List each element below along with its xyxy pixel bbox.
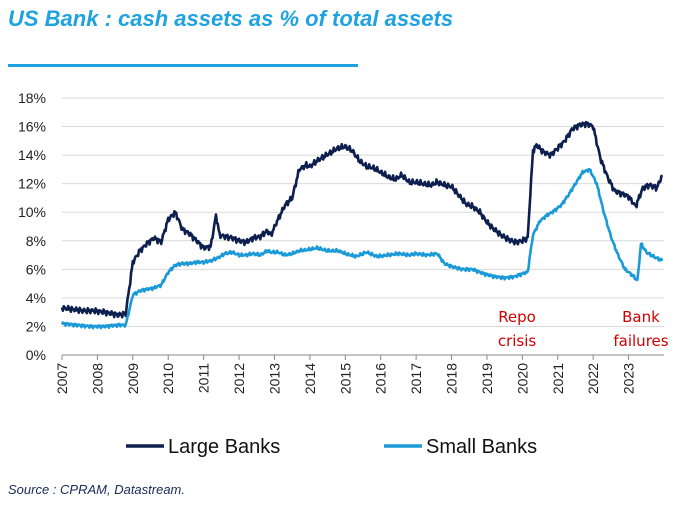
annotations: Repo crisis Bank failures	[498, 308, 669, 350]
y-tick-label: 12%	[18, 176, 46, 192]
x-axis-ticks: 2007 2008 2009 2010 2011 2012 2013 2014 2015 2016…	[54, 355, 637, 394]
x-tick-label: 2020	[514, 363, 530, 394]
x-tick-label: 2015	[337, 363, 353, 394]
x-tick-label: 2012	[231, 363, 247, 394]
x-tick-label: 2017	[408, 363, 424, 394]
source-note: Source : CPRAM, Datastream.	[8, 482, 185, 497]
x-tick-label: 2022	[585, 363, 601, 394]
y-tick-label: 0%	[26, 347, 46, 363]
series-lines	[60, 120, 664, 330]
title-underline	[8, 64, 358, 67]
annotation-label: failures	[613, 332, 668, 350]
annotation-label: crisis	[498, 332, 537, 350]
x-tick-label: 2011	[196, 363, 212, 393]
series-line-large-banks	[60, 120, 664, 319]
annotation-label: Repo	[498, 308, 536, 326]
y-tick-label: 4%	[26, 290, 46, 306]
y-tick-label: 2%	[26, 318, 46, 334]
y-tick-label: 16%	[18, 119, 46, 135]
annotation-label: Bank	[622, 308, 660, 326]
y-tick-label: 18%	[18, 90, 46, 106]
legend-label: Small Banks	[426, 436, 537, 458]
y-tick-label: 10%	[18, 204, 46, 220]
x-tick-label: 2014	[302, 363, 318, 394]
y-tick-label: 8%	[26, 233, 46, 249]
x-tick-label: 2019	[479, 363, 495, 394]
series-line-small-banks	[60, 167, 664, 330]
x-tick-label: 2013	[266, 363, 282, 394]
x-tick-label: 2016	[373, 363, 389, 394]
legend-label: Large Banks	[168, 436, 280, 458]
y-tick-label: 6%	[26, 261, 46, 277]
y-axis-ticks: 0% 2% 4% 6% 8% 10% 12% 14% 16% 18%	[18, 90, 46, 363]
gridlines	[62, 97, 664, 327]
legend: Large Banks Small Banks	[126, 436, 537, 458]
x-tick-label: 2023	[621, 363, 637, 394]
x-tick-label: 2021	[550, 363, 566, 394]
chart-title: US Bank : cash assets as % of total asse…	[8, 6, 454, 31]
line-chart: 0%2%4%6%8%10%12%14%16%18% 2007 2008 2009 20…	[18, 90, 669, 458]
x-tick-label: 2007	[54, 363, 70, 394]
x-tick-label: 2010	[160, 363, 176, 394]
x-tick-label: 2008	[89, 363, 105, 394]
x-tick-label: 2009	[125, 363, 141, 394]
x-tick-label: 2018	[444, 363, 460, 394]
y-tick-label: 14%	[18, 147, 46, 163]
